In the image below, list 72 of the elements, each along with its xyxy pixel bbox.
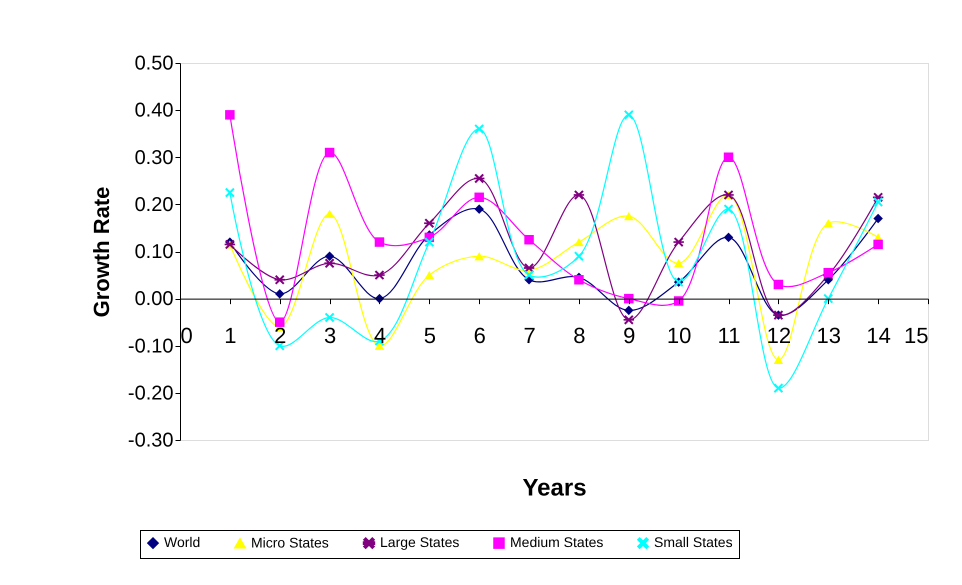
point	[624, 110, 634, 120]
x-tick-label: 10	[666, 323, 692, 348]
legend-label: World	[164, 534, 200, 550]
x-tick-label: 3	[324, 323, 336, 348]
y-tick-label: 0.00	[134, 288, 174, 310]
point	[824, 268, 834, 278]
point	[624, 306, 634, 316]
point	[225, 110, 235, 120]
point	[574, 275, 584, 285]
legend-label: Small States	[654, 534, 733, 550]
point	[524, 270, 534, 280]
point	[225, 188, 235, 198]
point	[774, 383, 784, 393]
point	[673, 237, 684, 247]
point	[424, 237, 434, 247]
point	[873, 240, 883, 250]
x-axis-title: Years	[522, 474, 587, 502]
point	[374, 270, 385, 280]
point	[324, 251, 334, 261]
y-tick-label: 0.50	[134, 52, 174, 74]
point	[474, 174, 484, 184]
y-tick-label: -0.30	[128, 430, 174, 452]
point	[324, 258, 335, 268]
point	[873, 197, 883, 207]
point	[824, 294, 834, 304]
x-tick-label: 1	[224, 323, 236, 348]
point	[274, 289, 284, 299]
x-tick-label: 12	[766, 323, 792, 348]
point	[774, 356, 784, 364]
point	[324, 312, 334, 322]
x-tick-label: 11	[718, 323, 740, 348]
point	[474, 192, 484, 202]
x-tick-label: 8	[573, 323, 586, 348]
point	[824, 219, 834, 228]
point	[274, 317, 284, 327]
x-tick-label: 0	[180, 323, 193, 348]
y-tick-label: -0.20	[128, 382, 174, 404]
legend-label: Large States	[380, 534, 460, 550]
point	[574, 238, 584, 246]
y-tick-label: 0.10	[134, 241, 174, 263]
point	[474, 124, 484, 134]
point	[724, 204, 734, 214]
x-tick-label: 15	[904, 323, 928, 348]
point	[724, 232, 734, 242]
point	[624, 212, 634, 220]
point	[574, 251, 584, 261]
x-tick-label: 9	[623, 323, 636, 348]
y-tick-label: -0.10	[128, 335, 174, 358]
point	[873, 214, 883, 224]
x-tick-label: 13	[816, 323, 842, 348]
x-tick-label: 5	[424, 323, 436, 348]
x-tick-label: 6	[474, 323, 486, 348]
point	[474, 204, 484, 214]
point	[524, 234, 534, 244]
y-axis-title: Growth Rate	[88, 186, 114, 318]
y-tick-label: 0.40	[134, 100, 174, 122]
y-tick-label: 0.20	[134, 194, 174, 216]
x-tick-label: 7	[523, 323, 536, 348]
point	[474, 252, 484, 260]
x-tick-label: 14	[866, 323, 891, 348]
x-tick-label: 2	[274, 323, 286, 348]
point	[574, 190, 584, 200]
point	[424, 270, 434, 280]
point	[374, 237, 384, 247]
legend-label: Micro States	[251, 534, 329, 550]
point	[324, 210, 334, 218]
point	[774, 280, 784, 290]
legend-label: Medium States	[510, 534, 604, 550]
y-tick-label: 0.30	[134, 146, 174, 169]
point	[324, 148, 334, 158]
point	[674, 259, 684, 268]
point	[724, 152, 734, 162]
